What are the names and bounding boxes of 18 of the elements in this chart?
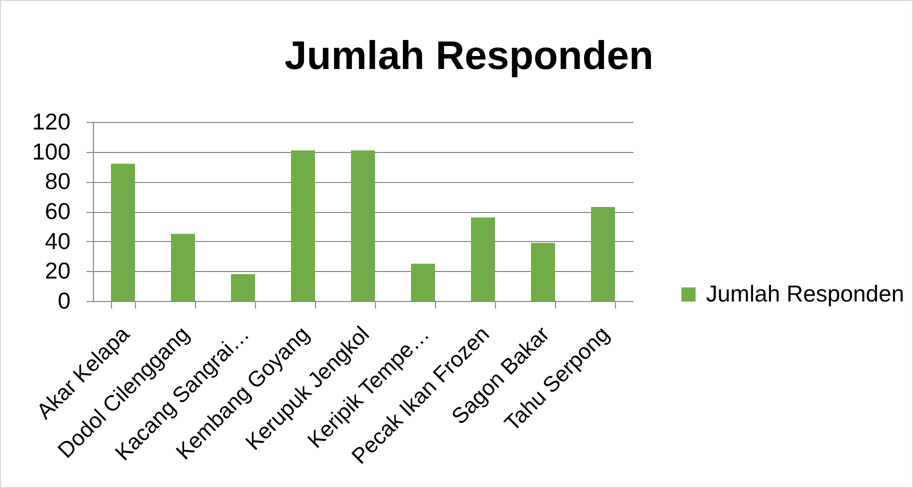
chart-title: Jumlah Responden [284,34,654,78]
bar [111,164,135,301]
y-tick-label: 80 [44,168,70,194]
y-tick-label: 60 [44,198,70,224]
y-tick-label: 100 [32,138,70,164]
bar [171,234,195,301]
bar [531,242,555,301]
y-tick-label: 0 [58,288,70,314]
bar [411,264,435,301]
y-tick-label: 20 [44,258,70,284]
bar [351,150,375,301]
bar [591,207,615,301]
y-tick-label: 120 [32,108,70,134]
bar [471,217,495,301]
bar [231,274,255,301]
legend-label: Jumlah Responden [706,280,904,306]
y-tick-label: 40 [44,228,70,254]
bar [291,150,315,301]
